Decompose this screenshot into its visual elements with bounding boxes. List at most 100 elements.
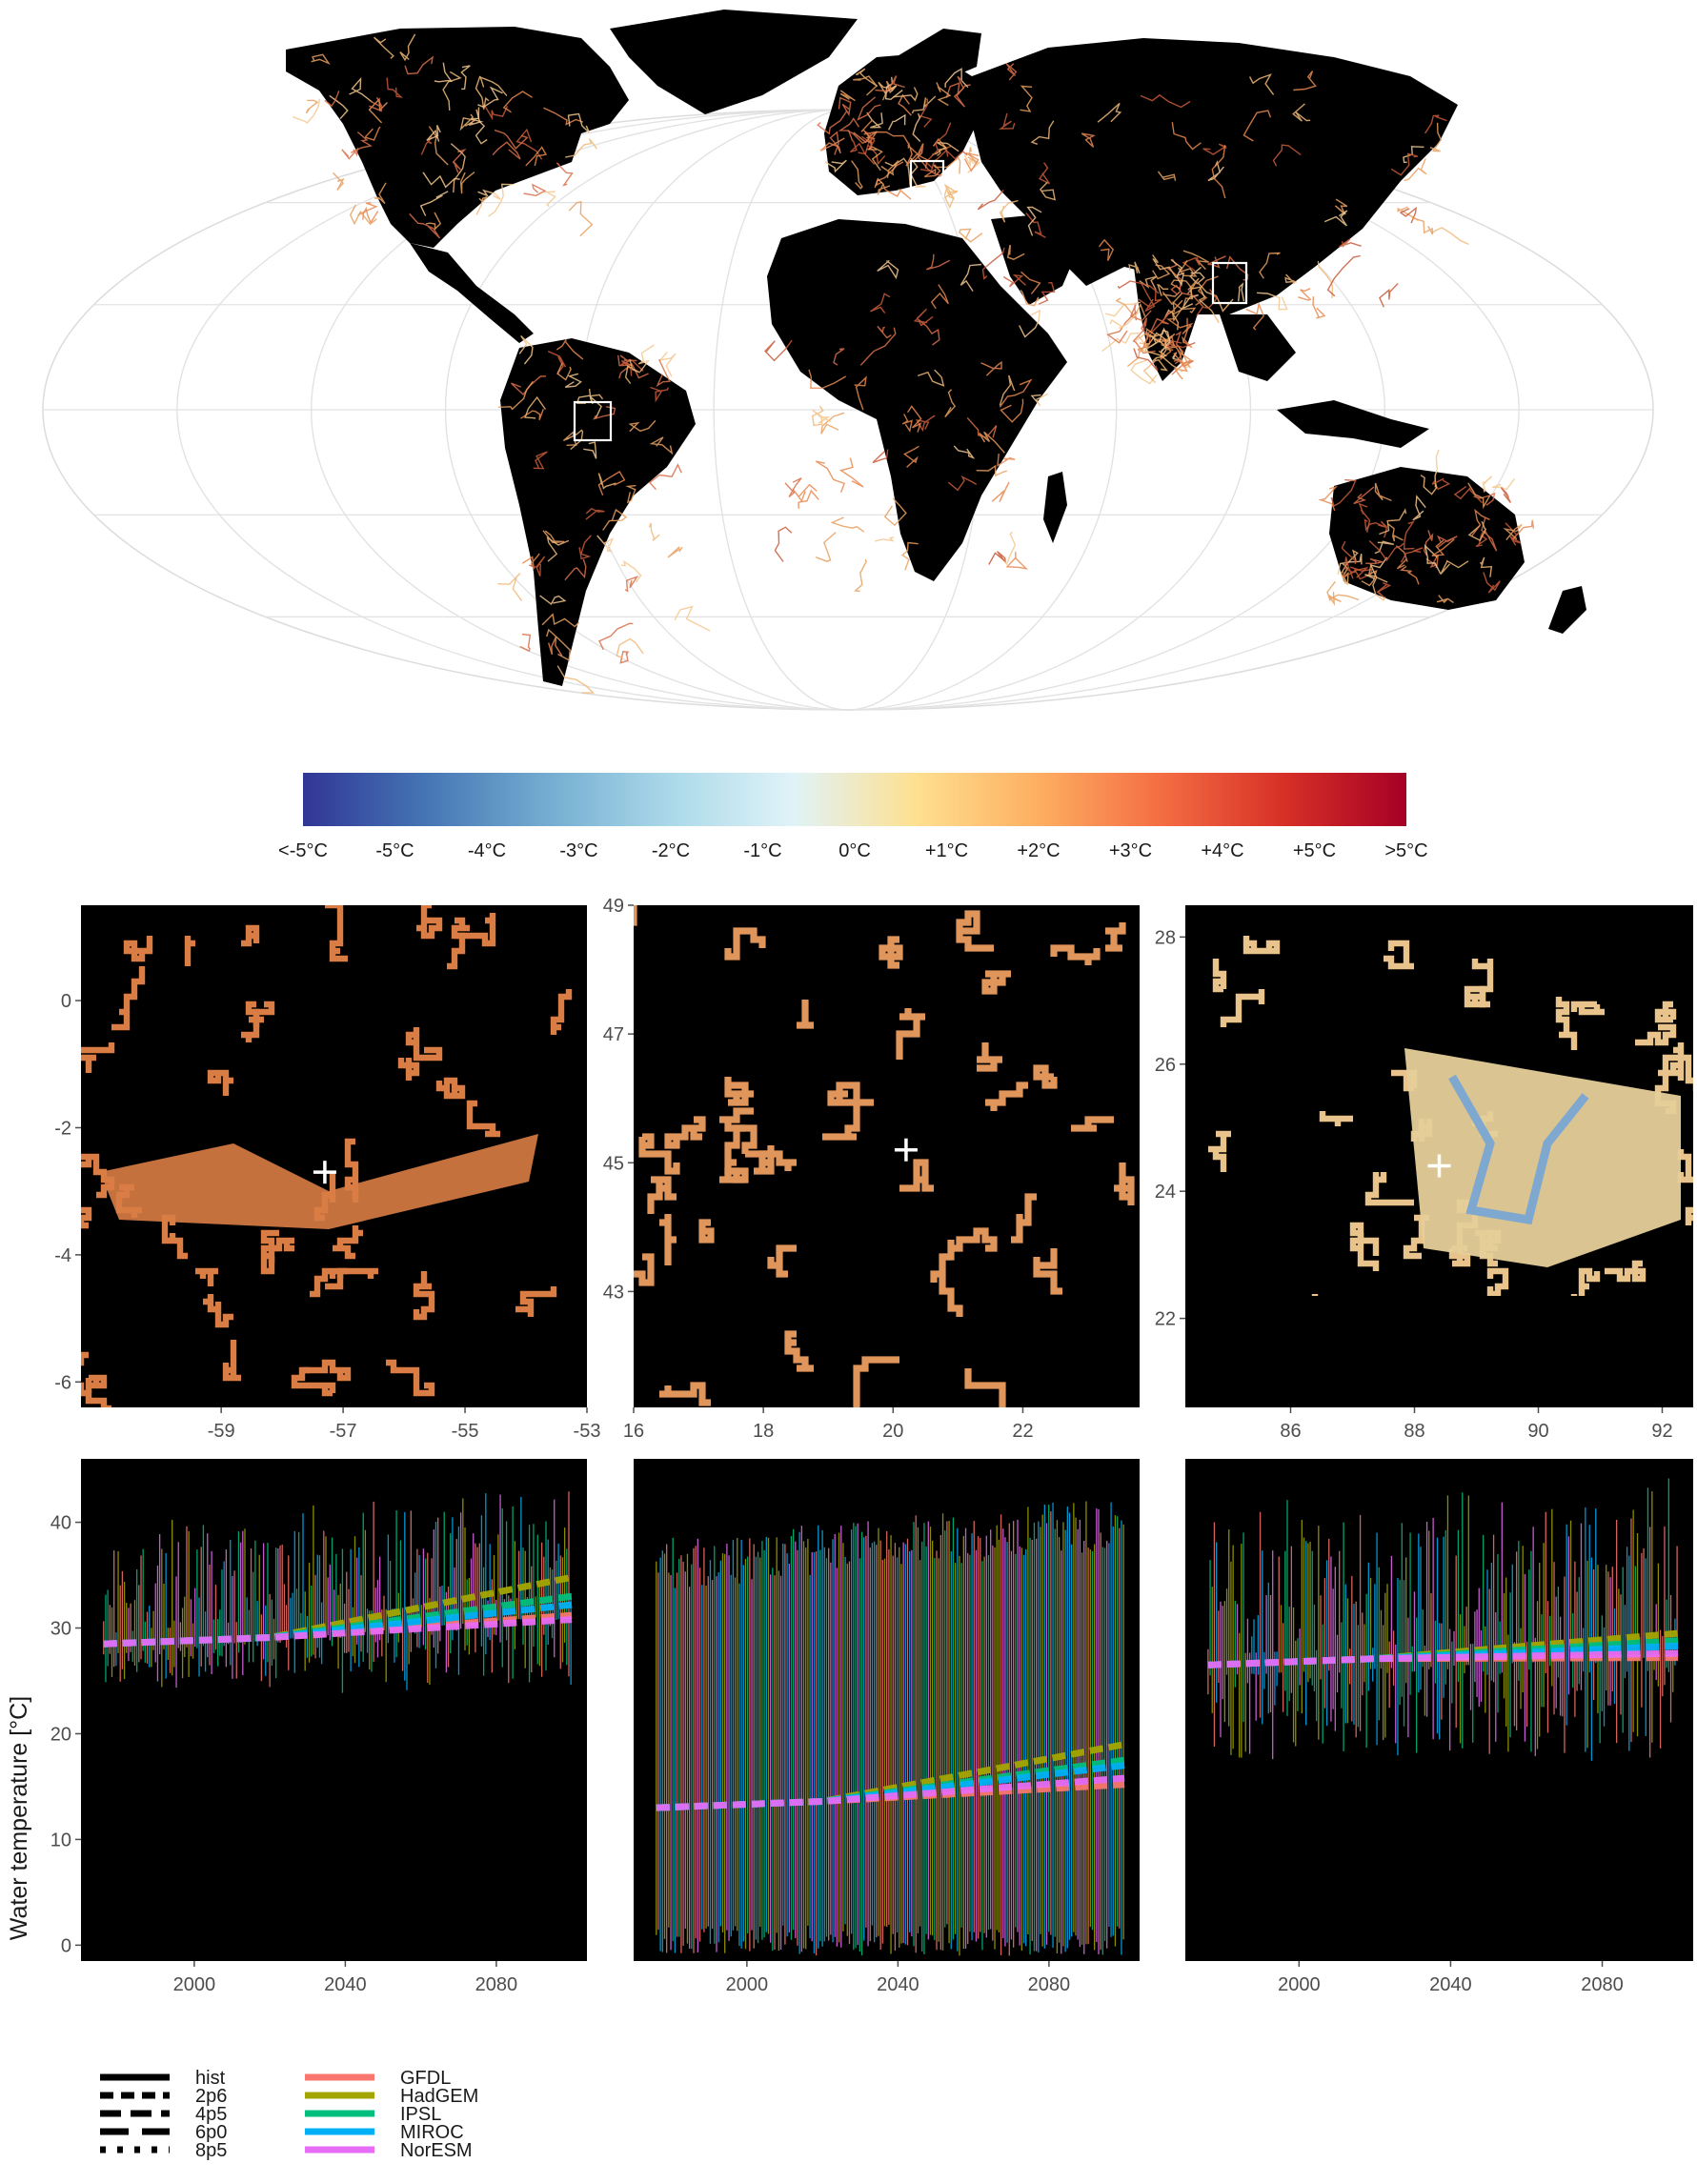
map-river [369,96,383,112]
map-river [1284,273,1298,285]
map-river [875,536,895,542]
region-river [1212,959,1227,993]
map-river [1479,556,1493,577]
map-river [1379,508,1407,536]
map-river [1140,93,1191,109]
map-river [305,99,319,114]
map-rivers [292,33,1535,694]
land-australia [1329,467,1525,610]
map-river [953,445,976,459]
region-river [515,1286,557,1317]
map-river [1349,566,1373,580]
map-river [1141,317,1150,348]
map-river [1132,321,1156,354]
region-river [1364,1172,1414,1206]
map-river [1364,518,1384,532]
map-river [1002,273,1026,288]
highlight-box-amazon [573,400,613,442]
map-river [497,380,534,411]
y-tick-label: 10 [51,1830,71,1850]
map-river [1436,535,1458,549]
map-river [1293,71,1317,91]
timeseries-background [81,1459,587,1961]
map-river [798,489,819,509]
map-river [598,622,634,651]
map-river [1365,557,1384,565]
map-river [923,164,941,178]
region-river [222,1340,241,1382]
map-river [1467,482,1491,510]
model-mean-miroc [1207,1642,1679,1668]
map-river [866,146,883,172]
map-river [820,412,845,435]
map-river [556,665,596,694]
map-river [497,573,523,602]
region-rivers [81,905,573,1407]
map-river [1129,304,1152,322]
map-river [593,406,616,420]
legend-linetype-label: 4p5 [195,2104,227,2125]
map-river [618,363,649,379]
map-river [488,183,514,217]
map-river [1039,181,1057,201]
map-river [875,161,904,187]
region-river [1105,922,1126,952]
y-tick-label: 24 [1155,1182,1176,1203]
region-river [659,1214,677,1265]
map-river [1170,284,1204,308]
x-tick-label: -59 [208,1421,235,1442]
map-river [1020,290,1040,307]
region-river [942,1227,998,1261]
region-sea [1185,1296,1693,1407]
map-river [932,141,960,155]
region-river [853,1356,899,1407]
x-tick-label: 2040 [1429,1974,1472,1995]
map-river [649,436,674,455]
map-river [815,460,846,494]
land-central-america [410,243,534,343]
map-river [924,122,952,170]
map-river [883,497,907,527]
map-river [819,137,845,154]
seasonal-spread [103,1491,572,1693]
map-river [999,374,1016,406]
map-river [1404,158,1427,182]
map-river [977,189,1004,211]
land-africa [767,219,1067,581]
legend-model-label: MIROC [400,2122,464,2143]
region-river [447,917,470,970]
map-river [1192,286,1220,324]
map-graticule [42,109,1654,711]
region-river [241,1001,275,1042]
region-river [827,1082,860,1106]
map-river [1361,563,1378,587]
map-river [399,33,416,62]
region-river [435,1077,466,1100]
region-river [81,1042,115,1073]
region-river [930,1253,963,1317]
map-river [1368,539,1404,562]
map-river [1157,171,1177,181]
y-tick-label: 26 [1155,1055,1176,1076]
map-river [311,53,331,65]
region-river [1208,1130,1231,1172]
y-tick-label: 43 [603,1282,624,1303]
map-river [656,358,671,388]
map-river [620,559,642,583]
map-river [875,75,905,92]
map-river [959,228,983,243]
map-river [1126,342,1149,368]
x-tick-label: 16 [623,1421,644,1442]
region-river [1011,1193,1037,1244]
map-river [966,417,998,438]
map-river [851,160,863,190]
map-river [1142,358,1168,384]
region-river [664,1116,706,1149]
region-river [1685,1206,1693,1225]
map-river [349,204,377,226]
map-river [1189,266,1205,285]
region-river [754,1145,775,1175]
region-rivers [634,905,1135,1407]
map-river [1106,311,1138,344]
map-river [999,112,1016,130]
